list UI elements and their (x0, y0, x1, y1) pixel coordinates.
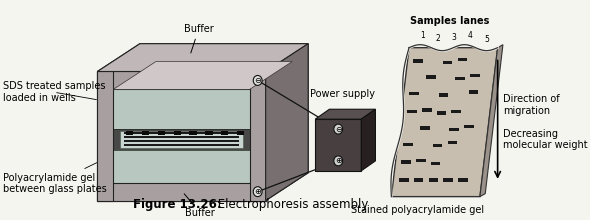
Text: 3: 3 (452, 33, 457, 42)
Polygon shape (480, 45, 503, 197)
Polygon shape (250, 72, 266, 201)
Polygon shape (468, 90, 478, 94)
Polygon shape (458, 58, 467, 61)
Polygon shape (97, 44, 308, 72)
Polygon shape (401, 160, 411, 164)
Text: ⊖: ⊖ (335, 125, 342, 134)
Text: Figure 13.26:: Figure 13.26: (133, 198, 221, 211)
Polygon shape (426, 75, 435, 79)
Polygon shape (315, 109, 375, 119)
Polygon shape (315, 119, 361, 171)
Text: ⊖: ⊖ (254, 76, 261, 85)
Polygon shape (113, 89, 250, 128)
Polygon shape (428, 178, 438, 182)
Polygon shape (464, 125, 474, 128)
Polygon shape (124, 140, 239, 142)
Polygon shape (450, 128, 459, 131)
Polygon shape (431, 162, 440, 165)
Text: Samples lanes: Samples lanes (410, 16, 490, 26)
Polygon shape (97, 44, 308, 72)
Text: Decreasing
molecular weight: Decreasing molecular weight (503, 129, 588, 150)
Polygon shape (266, 44, 308, 201)
Text: 5: 5 (484, 35, 489, 44)
Polygon shape (97, 183, 266, 201)
Polygon shape (458, 178, 468, 182)
Polygon shape (113, 62, 292, 89)
Polygon shape (124, 144, 239, 146)
Text: Buffer: Buffer (184, 24, 214, 53)
Polygon shape (420, 126, 430, 130)
Polygon shape (266, 44, 308, 201)
Polygon shape (173, 130, 181, 135)
Polygon shape (407, 110, 417, 113)
Polygon shape (97, 72, 266, 201)
Polygon shape (404, 143, 413, 146)
Polygon shape (361, 109, 375, 171)
Polygon shape (120, 130, 242, 148)
Polygon shape (422, 108, 432, 112)
Polygon shape (113, 150, 250, 183)
Polygon shape (437, 111, 446, 115)
Circle shape (334, 156, 343, 166)
Polygon shape (124, 132, 239, 134)
Polygon shape (432, 144, 442, 147)
Polygon shape (438, 93, 448, 97)
Text: ⊕: ⊕ (335, 156, 342, 165)
Polygon shape (448, 141, 457, 145)
Text: Power supply: Power supply (310, 89, 375, 99)
Polygon shape (113, 128, 250, 150)
Polygon shape (414, 178, 424, 182)
Text: Stained polyacrylamide gel: Stained polyacrylamide gel (352, 205, 484, 214)
Polygon shape (413, 59, 423, 62)
Polygon shape (470, 74, 480, 77)
Polygon shape (416, 159, 426, 162)
Polygon shape (451, 110, 461, 113)
Circle shape (253, 75, 262, 85)
Circle shape (253, 187, 262, 197)
Polygon shape (399, 178, 409, 182)
Circle shape (334, 124, 343, 134)
Text: ⊕: ⊕ (254, 187, 261, 196)
Polygon shape (189, 130, 196, 135)
Polygon shape (221, 130, 228, 135)
Polygon shape (455, 77, 465, 81)
Polygon shape (142, 130, 149, 135)
Text: 2: 2 (436, 34, 441, 43)
Text: 4: 4 (468, 31, 473, 40)
Text: 1: 1 (419, 31, 424, 40)
Text: SDS treated samples
loaded in wells: SDS treated samples loaded in wells (3, 81, 105, 103)
Text: Polyacrylamide gel
between glass plates: Polyacrylamide gel between glass plates (3, 163, 106, 194)
Polygon shape (237, 130, 244, 135)
Polygon shape (443, 178, 453, 182)
Text: Buffer: Buffer (184, 194, 215, 218)
Polygon shape (205, 130, 212, 135)
Polygon shape (409, 92, 419, 95)
Polygon shape (391, 48, 497, 197)
Polygon shape (97, 72, 266, 89)
Polygon shape (126, 130, 133, 135)
Polygon shape (158, 130, 165, 135)
Text: Electrophoresis assembly: Electrophoresis assembly (214, 198, 369, 211)
Text: Direction of
migration: Direction of migration (503, 94, 559, 116)
Polygon shape (442, 61, 452, 64)
Polygon shape (124, 136, 239, 138)
Polygon shape (97, 72, 113, 201)
